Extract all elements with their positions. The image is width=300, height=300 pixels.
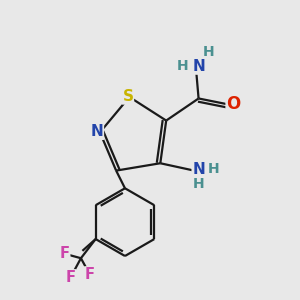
Text: H: H xyxy=(208,162,219,176)
Text: H: H xyxy=(177,59,188,73)
Text: N: N xyxy=(192,58,205,74)
Text: O: O xyxy=(226,95,241,113)
Text: N: N xyxy=(192,162,205,177)
Text: F: F xyxy=(60,246,70,261)
Text: N: N xyxy=(91,124,103,139)
Text: H: H xyxy=(193,177,204,191)
Text: F: F xyxy=(85,267,95,282)
Text: F: F xyxy=(66,270,76,285)
Text: S: S xyxy=(122,89,134,104)
Text: H: H xyxy=(203,45,215,59)
